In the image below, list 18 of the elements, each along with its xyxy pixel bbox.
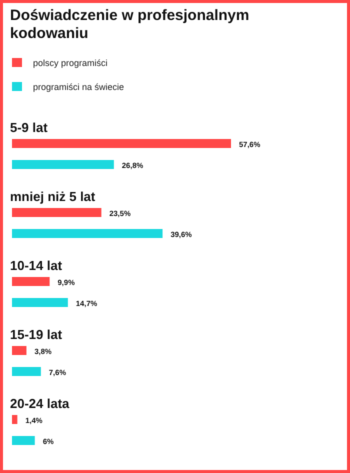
bar: [12, 415, 18, 424]
bar: [12, 139, 231, 148]
legend-label: programiści na świecie: [33, 82, 124, 92]
bar: [12, 346, 26, 355]
y-tick-label: 20-24 lata: [10, 396, 70, 411]
y-tick-label: mniej niż 5 lat: [10, 189, 96, 204]
bar: [12, 160, 114, 169]
bar: [12, 436, 35, 445]
bar: [12, 367, 41, 376]
legend-label: polscy programiści: [33, 58, 108, 68]
bar: [12, 277, 50, 286]
bar: [12, 298, 68, 307]
y-tick-label: 15-19 lat: [10, 327, 63, 342]
y-tick-label: 10-14 lat: [10, 258, 63, 273]
chart-title: Doświadczenie w profesjonalnym kodowaniu: [10, 7, 250, 42]
bar: [12, 208, 102, 217]
y-tick-label: 5-9 lat: [10, 120, 48, 135]
bar: [12, 229, 163, 238]
